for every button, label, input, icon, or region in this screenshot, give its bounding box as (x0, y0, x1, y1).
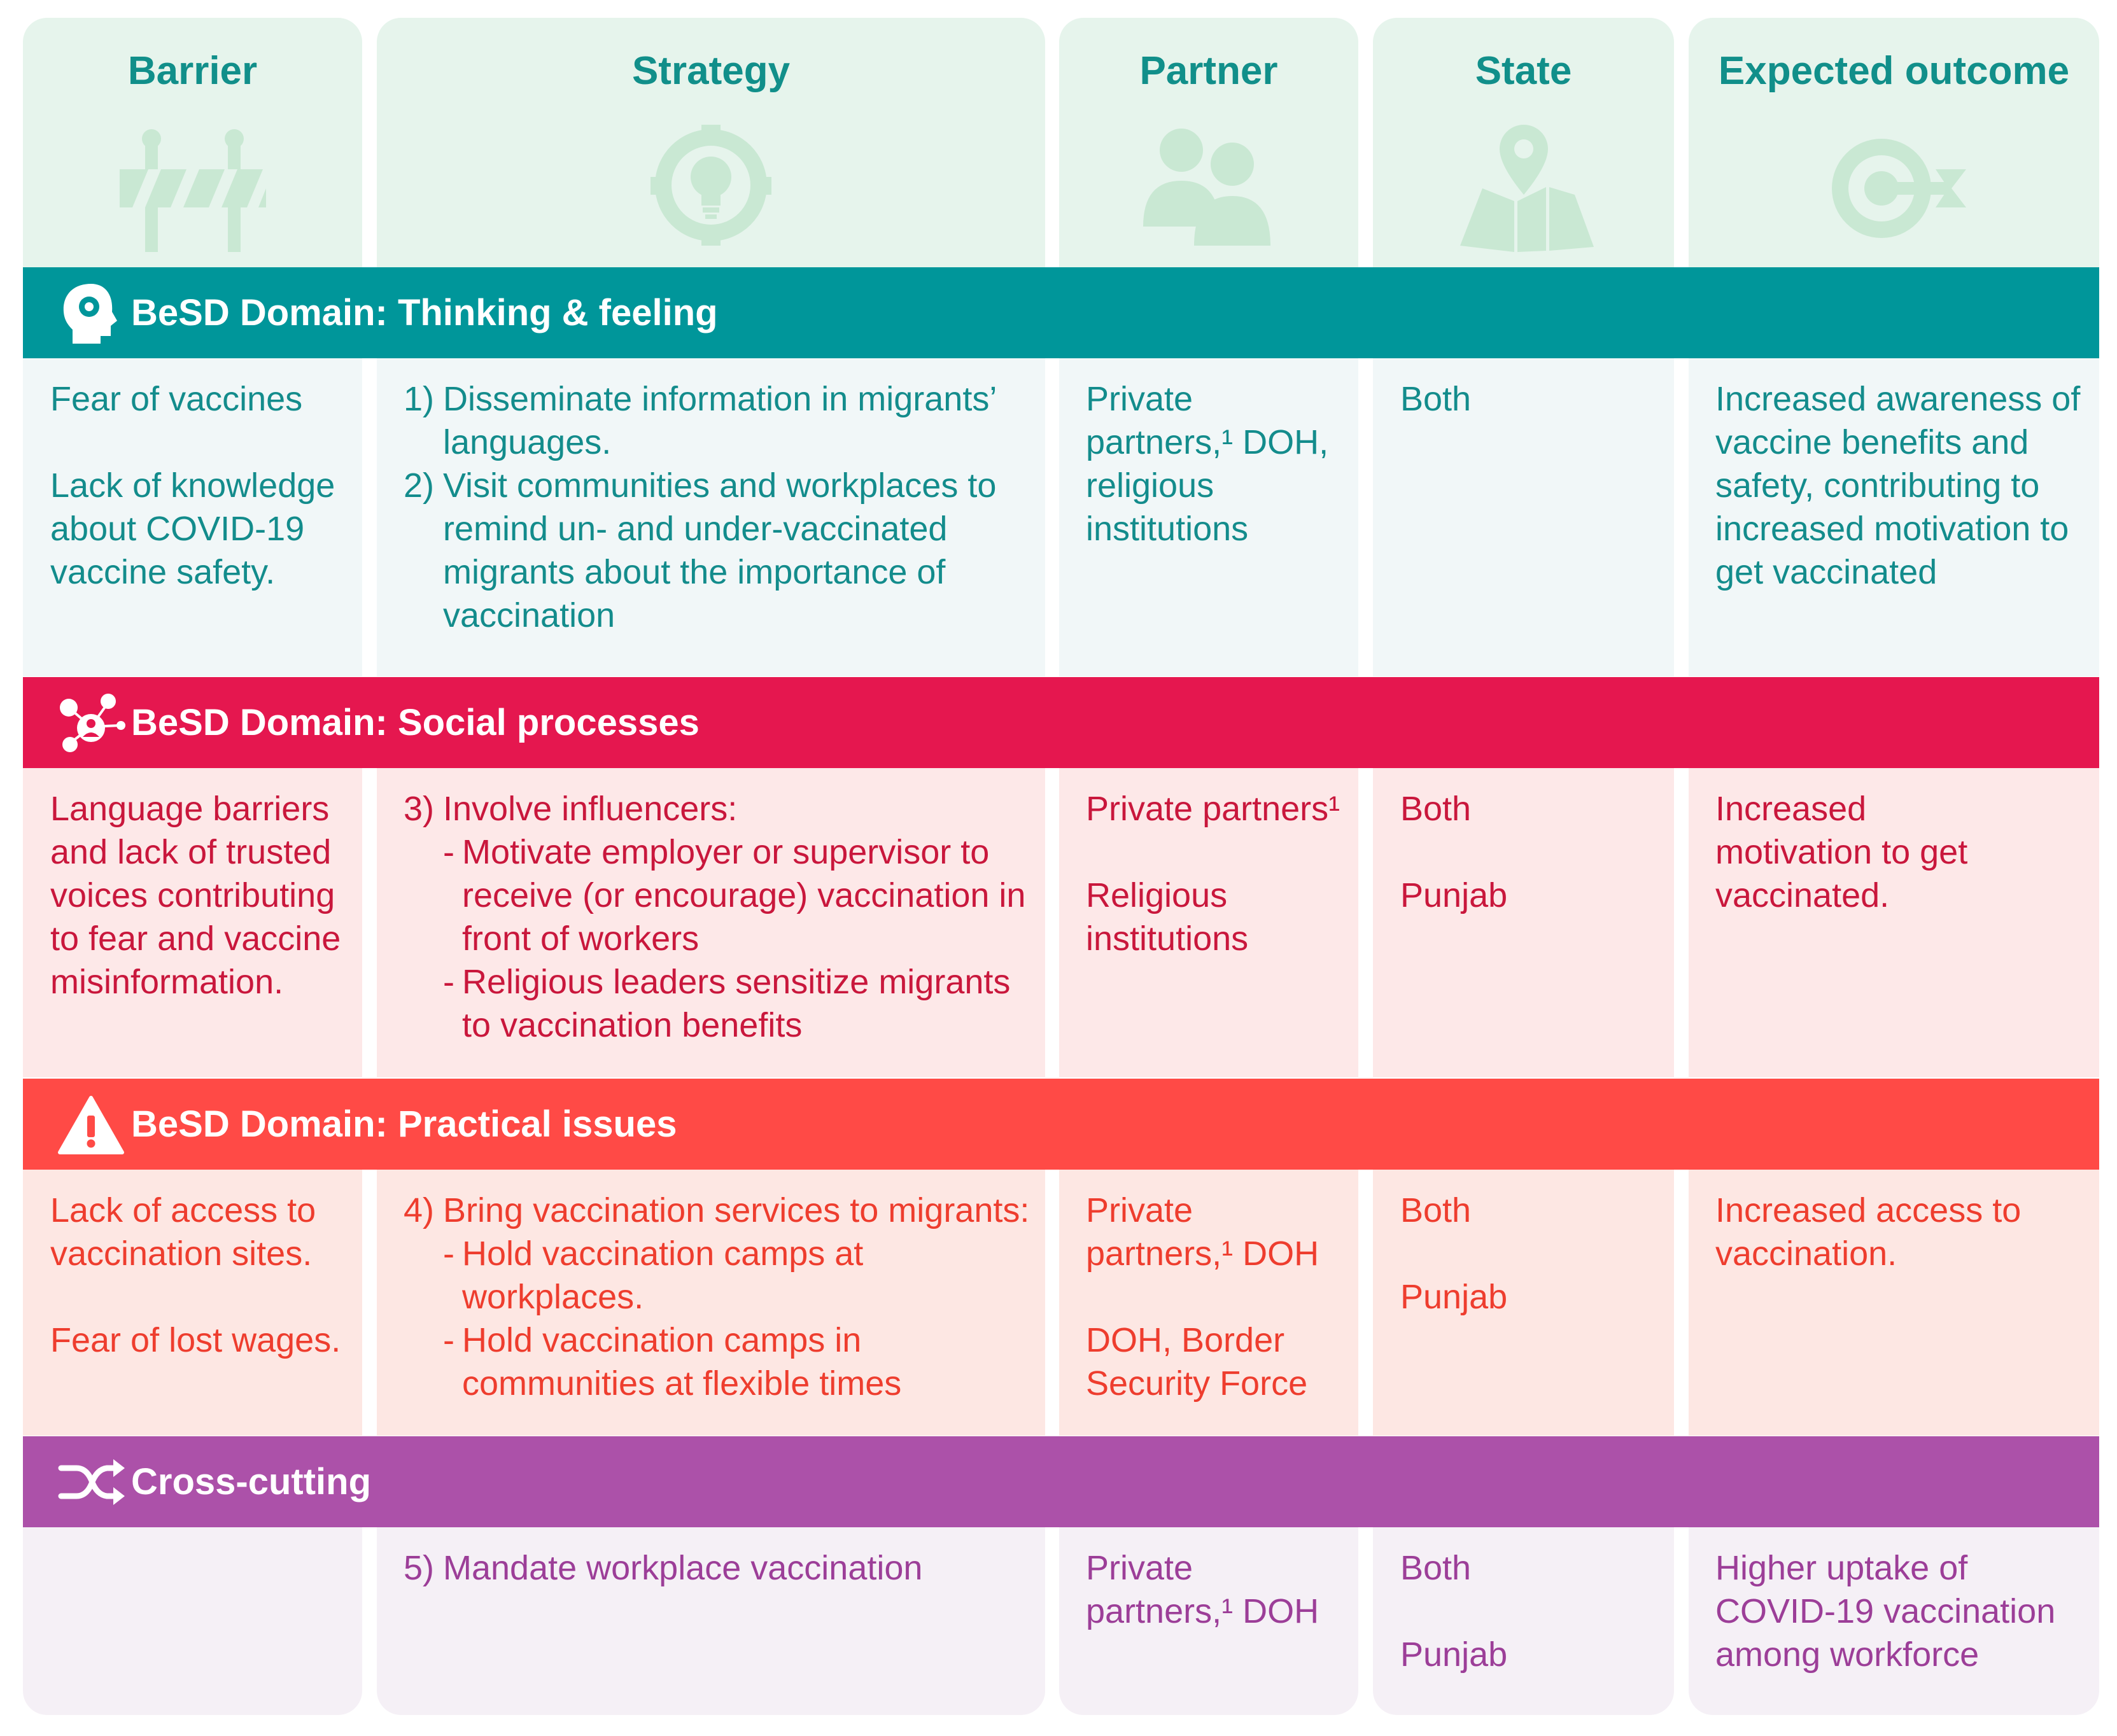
header-strategy-title: Strategy (631, 49, 791, 93)
header-strategy: Strategy (377, 18, 1045, 267)
strategy-number: 2) (404, 466, 435, 505)
thinking-state-cell: Both (1373, 358, 1674, 676)
strategy-subitem: - Motivate employer or supervisor to rec… (404, 830, 1040, 960)
barrier-text: Lack of knowledge about COVID-19 vaccine… (50, 466, 335, 591)
practical-state-cell: Both Punjab (1373, 1170, 1674, 1436)
strategy-item: 2) Visit communities and workplaces to r… (404, 464, 1040, 637)
thinking-partner-cell: Private partners,¹ DOH, religious instit… (1059, 358, 1358, 676)
partner-text: DOH, Border Security Force (1086, 1321, 1308, 1403)
outcome-text: Increased motivation to get vaccinated. (1715, 790, 1968, 914)
strategy-subitem-text: Motivate employer or supervisor to recei… (462, 833, 1026, 958)
social-network-icon (60, 694, 125, 752)
warning-icon (58, 1096, 124, 1154)
state-text: Both (1400, 1191, 1472, 1229)
domain-band-cross: Cross-cutting (23, 1436, 2099, 1527)
header-outcome: Expected outcome (1689, 18, 2099, 267)
bullet-dash: - (443, 833, 454, 871)
bullet-dash: - (443, 963, 454, 1001)
header-outcome-title: Expected outcome (1718, 49, 2070, 93)
partner-text: Private partners,¹ DOH (1086, 1191, 1319, 1273)
thinking-outcome-cell: Increased awareness of vaccine benefits … (1689, 358, 2099, 676)
strategy-number: 5) (404, 1549, 435, 1587)
domain-band-social: BeSD Domain: Social processes (23, 677, 2099, 768)
strategy-subitem: - Hold vaccination camps in communities … (404, 1319, 1040, 1405)
people-icon (1143, 129, 1270, 246)
header-barrier: Barrier (23, 18, 362, 267)
social-outcome-cell: Increased motivation to get vaccinated. (1689, 768, 2099, 1077)
social-state-cell: Both Punjab (1373, 768, 1674, 1077)
head-gear-icon (63, 284, 117, 344)
strategy-text: Involve influencers: (443, 790, 738, 828)
barrier-text: Fear of vaccines (50, 380, 303, 418)
domain-label-cross: Cross-cutting (131, 1461, 371, 1502)
state-text: Both (1400, 1549, 1472, 1587)
social-barrier-cell: Language barriers and lack of trusted vo… (23, 768, 362, 1077)
lightbulb-gear-icon (651, 125, 771, 246)
strategy-number: 1) (404, 380, 435, 418)
domain-label-thinking: BeSD Domain: Thinking & feeling (131, 292, 718, 333)
map-pin-icon (1459, 125, 1594, 252)
state-text: Punjab (1400, 1278, 1508, 1316)
domain-label-practical: BeSD Domain: Practical issues (131, 1103, 677, 1145)
domain-band-practical: BeSD Domain: Practical issues (23, 1079, 2099, 1170)
cross-strategy-cell: 5) Mandate workplace vaccination (377, 1527, 1045, 1715)
header-state-title: State (1475, 49, 1572, 93)
barrier-text: Lack of access to vaccination sites. (50, 1191, 316, 1273)
partner-text: Private partners,¹ DOH, religious instit… (1086, 380, 1329, 548)
strategy-item: 1) Disseminate information in migrants’ … (404, 377, 1040, 464)
practical-outcome-cell: Increased access to vaccination. (1689, 1170, 2099, 1436)
strategy-text: Mandate workplace vaccination (443, 1549, 923, 1587)
header-barrier-title: Barrier (127, 49, 258, 93)
strategy-item: 4) Bring vaccination services to migrant… (404, 1189, 1040, 1232)
shuffle-icon (58, 1459, 125, 1505)
outcome-text: Increased access to vaccination. (1715, 1191, 2022, 1273)
practical-barrier-cell: Lack of access to vaccination sites. Fea… (23, 1170, 362, 1436)
target-arrow-icon (1831, 139, 1966, 238)
strategy-text: Visit communities and workplaces to remi… (443, 466, 997, 634)
social-strategy-cell: 3) Involve influencers: - Motivate emplo… (377, 768, 1045, 1077)
header-partner: Partner (1059, 18, 1358, 267)
partner-text: Private partners¹ (1086, 790, 1340, 828)
strategy-text: Bring vaccination services to migrants: (443, 1191, 1030, 1229)
barrier-text: Language barriers and lack of trusted vo… (50, 790, 341, 1001)
header-partner-title: Partner (1139, 49, 1278, 93)
cross-barrier-cell (23, 1527, 362, 1715)
strategy-subitem: - Hold vaccination camps at workplaces. (404, 1232, 1040, 1319)
barrier-text: Fear of lost wages. (50, 1321, 341, 1359)
strategy-item: 5) Mandate workplace vaccination (404, 1546, 1040, 1590)
partner-text: Religious institutions (1086, 876, 1249, 958)
barrier-icon (119, 129, 266, 252)
strategy-number: 4) (404, 1191, 435, 1229)
outcome-text: Increased awareness of vaccine benefits … (1715, 380, 2081, 591)
cross-partner-cell: Private partners,¹ DOH (1059, 1527, 1358, 1715)
social-partner-cell: Private partners¹ Religious institutions (1059, 768, 1358, 1077)
state-text: Both (1400, 790, 1472, 828)
state-text: Both (1400, 380, 1472, 418)
strategy-subitem: - Religious leaders sensitize migrants t… (404, 960, 1040, 1047)
header-state: State (1373, 18, 1674, 267)
strategy-subitem-text: Hold vaccination camps in communities at… (462, 1321, 902, 1403)
domain-label-social: BeSD Domain: Social processes (131, 702, 700, 743)
strategy-text: Disseminate information in migrants’ lan… (443, 380, 996, 461)
cross-state-cell: Both Punjab (1373, 1527, 1674, 1715)
strategy-subitem-text: Hold vaccination camps at workplaces. (462, 1235, 864, 1316)
domain-band-thinking: BeSD Domain: Thinking & feeling (23, 267, 2099, 358)
practical-strategy-cell: 4) Bring vaccination services to migrant… (377, 1170, 1045, 1436)
partner-text: Private partners,¹ DOH (1086, 1549, 1319, 1630)
bullet-dash: - (443, 1321, 454, 1359)
strategy-number: 3) (404, 790, 435, 828)
strategy-subitem-text: Religious leaders sensitize migrants to … (462, 963, 1011, 1044)
outcome-text: Higher uptake of COVID-19 vaccination am… (1715, 1549, 2056, 1674)
practical-partner-cell: Private partners,¹ DOH DOH, Border Secur… (1059, 1170, 1358, 1436)
state-text: Punjab (1400, 1635, 1508, 1674)
bullet-dash: - (443, 1235, 454, 1273)
cross-outcome-cell: Higher uptake of COVID-19 vaccination am… (1689, 1527, 2099, 1715)
thinking-barrier-cell: Fear of vaccines Lack of knowledge about… (23, 358, 362, 676)
thinking-strategy-cell: 1) Disseminate information in migrants’ … (377, 358, 1045, 676)
strategy-item: 3) Involve influencers: (404, 787, 1040, 830)
state-text: Punjab (1400, 876, 1508, 914)
